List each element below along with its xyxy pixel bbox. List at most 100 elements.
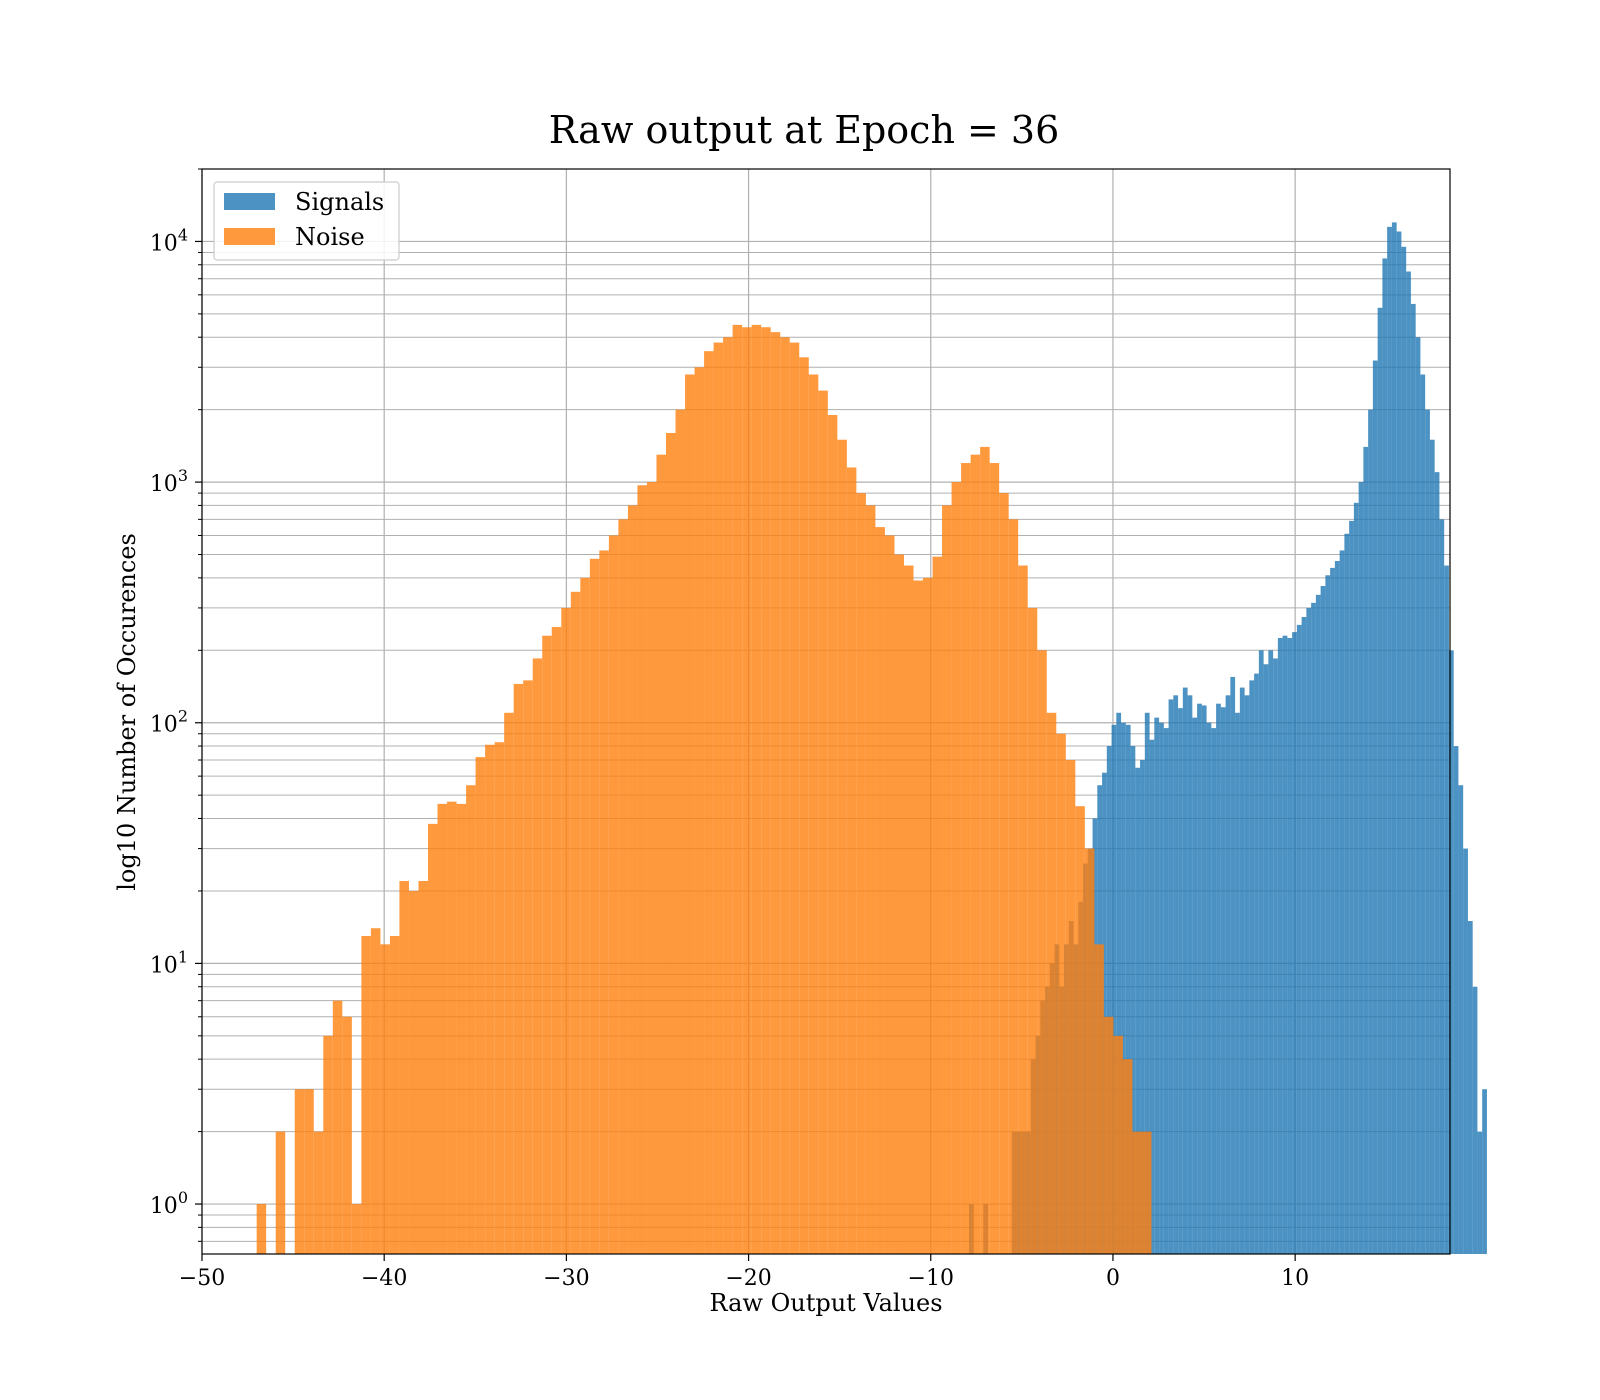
histogram-bar: [1301, 617, 1307, 1254]
x-tick-label: −10: [908, 1266, 954, 1291]
histogram-bar: [780, 337, 790, 1254]
x-tick-label: 0: [1106, 1266, 1120, 1291]
histogram-bar: [1132, 1131, 1142, 1254]
histogram-bar: [1144, 712, 1150, 1254]
histogram-bar: [275, 1131, 286, 1254]
histogram-bar: [1315, 594, 1321, 1254]
histogram-bar: [342, 1016, 352, 1254]
histogram-bar: [323, 1035, 333, 1254]
histogram-bar: [1094, 944, 1104, 1254]
histogram-bar: [1122, 1059, 1133, 1254]
plot-frame: [201, 168, 1451, 1255]
histogram-bar: [980, 446, 990, 1255]
histogram-bar: [799, 357, 809, 1254]
histogram-bar: [1254, 673, 1259, 1254]
histogram-bar: [599, 550, 609, 1254]
histogram-bar: [380, 944, 390, 1254]
chart-title: Raw output at Epoch = 36: [549, 108, 1060, 152]
histogram-bar: [704, 351, 714, 1255]
histogram-bar: [551, 626, 562, 1254]
histogram-bar: [1056, 733, 1066, 1254]
x-axis-label: Raw Output Values: [709, 1289, 942, 1317]
histogram-bar: [1116, 712, 1122, 1254]
histogram-bar: [1320, 586, 1326, 1254]
histogram-bar: [1444, 565, 1449, 1254]
histogram-bar: [1334, 561, 1340, 1254]
histogram-bar: [1382, 258, 1388, 1255]
histogram-bar: [332, 1000, 343, 1254]
histogram-bar: [665, 432, 676, 1254]
histogram-bar: [1239, 687, 1245, 1254]
histogram-bar: [970, 454, 981, 1254]
histogram-bar: [751, 324, 762, 1254]
x-axis-ticks: −50 −40 −30 −20 −10 0 10: [179, 1254, 1309, 1291]
histogram-bar: [1187, 695, 1193, 1254]
histogram-bar: [1263, 664, 1269, 1254]
histogram-bar: [1125, 724, 1131, 1254]
series-noise: [256, 324, 1152, 1255]
histogram-bar: [313, 1131, 324, 1254]
histogram-bar: [1463, 848, 1468, 1254]
histogram-bar: [875, 527, 885, 1254]
histogram-bar: [1163, 728, 1169, 1254]
histogram-bar: [494, 742, 505, 1254]
histogram-bar: [1311, 602, 1316, 1254]
histogram-bar: [504, 712, 514, 1254]
histogram-bar: [466, 785, 476, 1254]
histogram-bar: [732, 324, 743, 1254]
histogram-bar: [304, 1089, 314, 1254]
y-axis-ticks: 100 101 102 103 104: [150, 168, 202, 1242]
histogram-bar: [389, 935, 400, 1254]
histogram-bar: [675, 409, 686, 1254]
histogram-bar: [1192, 717, 1198, 1254]
histogram-bar: [942, 505, 952, 1254]
histogram-bar: [513, 683, 524, 1254]
y-tick-label: 101: [150, 947, 188, 978]
histogram-bar: [1377, 307, 1383, 1254]
histogram-bar: [694, 367, 705, 1254]
histogram-bar: [932, 556, 943, 1254]
histogram-bar: [1344, 533, 1350, 1254]
histogram-bar: [1178, 708, 1183, 1254]
histogram-bar: [846, 467, 857, 1255]
histogram-bar: [1458, 785, 1464, 1254]
histogram-bar: [1368, 409, 1373, 1254]
histogram-bar: [1197, 703, 1202, 1254]
histogram-bar: [475, 757, 486, 1254]
histogram-bar: [1339, 550, 1345, 1254]
histogram-bar: [1182, 687, 1188, 1254]
histogram-bar: [1258, 650, 1264, 1254]
legend-label-noise: Noise: [295, 223, 365, 251]
histogram-bar: [789, 342, 800, 1254]
histogram-bar: [1287, 637, 1293, 1254]
histogram-bar: [1149, 739, 1155, 1254]
histogram-bar: [1439, 519, 1445, 1254]
histogram-bar: [646, 482, 657, 1254]
histogram-bar: [713, 342, 724, 1254]
histogram-bar: [1084, 848, 1095, 1254]
histogram-bar: [1477, 1131, 1483, 1254]
histogram-bar: [1206, 722, 1212, 1254]
histogram-bar: [770, 332, 781, 1254]
histogram-bar: [1353, 502, 1359, 1254]
histogram-bar: [1173, 695, 1179, 1254]
histogram-bar: [637, 485, 647, 1254]
histogram-bar: [1102, 772, 1107, 1254]
histogram-bar: [580, 577, 590, 1254]
histogram-bar: [1425, 409, 1430, 1254]
histogram-bar: [903, 565, 914, 1254]
histogram-bar: [685, 374, 695, 1254]
histogram-bar: [408, 890, 419, 1254]
histogram-bar: [1277, 637, 1283, 1254]
histogram-bar: [884, 535, 895, 1254]
legend-swatch-noise: [224, 228, 275, 245]
histogram-bar: [1296, 624, 1302, 1254]
histogram-bar: [1391, 222, 1397, 1255]
histogram-bar: [1372, 360, 1378, 1255]
histogram-bar: [1387, 226, 1392, 1255]
histogram-bar: [256, 1204, 267, 1254]
histogram-bar: [1434, 472, 1440, 1255]
y-tick-label: 104: [150, 225, 188, 256]
histogram-bar: [570, 591, 581, 1254]
histogram-bar: [1396, 231, 1402, 1254]
